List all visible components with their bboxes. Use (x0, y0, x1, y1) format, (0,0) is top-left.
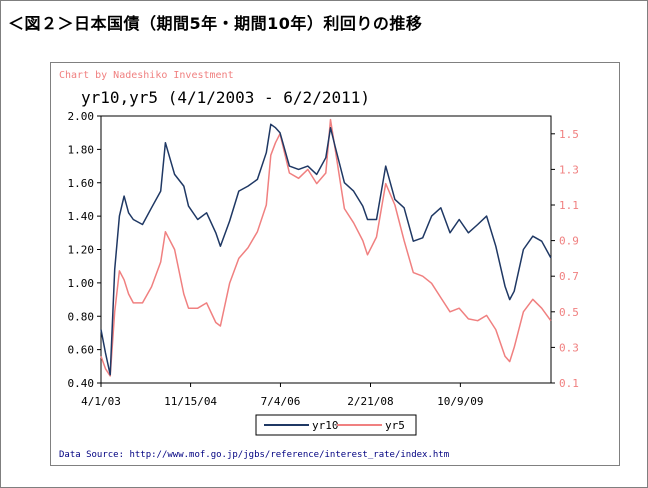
chart-credit: Chart by Nadeshiko Investment (59, 70, 234, 81)
y-left-tick-label: 1.20 (68, 244, 95, 257)
y-right-tick-label: 0.1 (559, 377, 579, 390)
x-tick-label: 10/9/09 (437, 395, 483, 408)
x-tick-label: 4/1/03 (81, 395, 121, 408)
x-tick-label: 2/21/08 (347, 395, 393, 408)
y-right-tick-label: 1.5 (559, 128, 579, 141)
y-right-tick-label: 0.5 (559, 306, 579, 319)
y-axis-right: 0.1 0.3 0.5 0.7 0.9 1.1 1.3 1.5 (551, 128, 579, 390)
y-right-tick-label: 1.1 (559, 199, 579, 212)
x-tick-label: 7/4/06 (261, 395, 301, 408)
series-line-yr10 (100, 123, 552, 376)
legend-box (255, 414, 417, 436)
page-title: ＜図２＞日本国債（期間5年・期間10年）利回りの推移 (8, 14, 423, 33)
y-left-tick-label: 1.00 (68, 277, 95, 290)
chart-title: yr10,yr5 (4/1/2003 - 6/2/2011) (81, 88, 370, 107)
chart-panel: Chart by Nadeshiko Investment yr10,yr5 (… (50, 62, 620, 466)
x-tick-label: 11/15/04 (164, 395, 217, 408)
y-right-tick-label: 0.7 (559, 270, 579, 283)
y-axis-left: 0.40 0.60 0.80 1.00 1.20 1.40 1.60 1.80 2.00 (68, 110, 101, 390)
y-left-tick-label: 0.80 (68, 310, 95, 323)
y-left-tick-label: 1.80 (68, 143, 95, 156)
y-left-tick-label: 1.40 (68, 210, 95, 223)
series-lines (100, 118, 552, 377)
x-axis: 4/1/03 11/15/04 7/4/06 2/21/08 10/9/09 (81, 383, 484, 408)
legend-label-yr5: yr5 (385, 419, 405, 432)
legend-label-yr10: yr10 (312, 419, 339, 432)
legend: yr10 yr5 (255, 414, 417, 436)
y-left-tick-label: 0.60 (68, 344, 95, 357)
series-line-yr5 (100, 118, 552, 377)
y-left-tick-label: 2.00 (68, 110, 95, 123)
line-chart: Chart by Nadeshiko Investment yr10,yr5 (… (59, 70, 579, 460)
y-right-tick-label: 0.3 (559, 341, 579, 354)
y-right-tick-label: 1.3 (559, 163, 579, 176)
data-source: Data Source: http://www.mof.go.jp/jgbs/r… (59, 450, 449, 460)
y-left-tick-label: 1.60 (68, 177, 95, 190)
y-left-tick-label: 0.40 (68, 377, 95, 390)
y-right-tick-label: 0.9 (559, 235, 579, 248)
